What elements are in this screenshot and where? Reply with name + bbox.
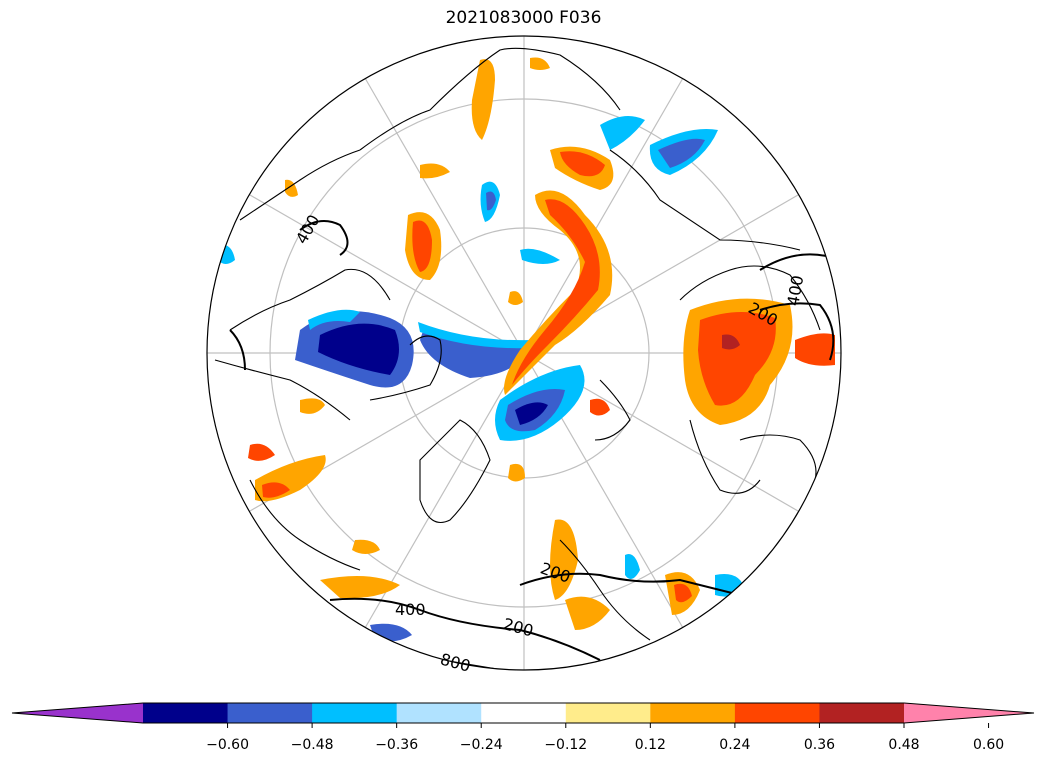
colorbar-tick-label: 0.24	[719, 737, 750, 753]
colorbar-tick-label: −0.36	[375, 737, 418, 753]
colorbar-tick-label: 0.12	[635, 737, 666, 753]
contour-label: 400	[395, 600, 426, 619]
colorbar-tick-label: −0.48	[291, 737, 334, 753]
colorbar-outline	[11, 702, 1035, 724]
map-disk	[207, 36, 841, 670]
colorbar: −0.60 −0.48 −0.36 −0.24 −0.12 0.12 0.24 0.36 0.4…	[11, 702, 1035, 753]
colorbar-tick-label: 0.48	[888, 737, 919, 753]
colorbar-extend-high	[904, 703, 1034, 723]
map-title: 2021083000 F036	[445, 8, 602, 28]
colorbar-tick-label: −0.60	[206, 737, 249, 753]
colorbar-segment	[565, 703, 651, 723]
colorbar-tick-label: 0.36	[804, 737, 835, 753]
colorbar-extend-low	[12, 703, 143, 723]
coastlines	[214, 47, 821, 641]
colorbar-segment	[227, 703, 313, 723]
colorbar-tick-label: −0.12	[544, 737, 587, 753]
colorbar-segment	[734, 703, 820, 723]
anomaly-fills	[218, 57, 835, 642]
colorbar-segment	[481, 703, 567, 723]
colorbar-segment	[396, 703, 482, 723]
colorbar-tick-label: −0.24	[460, 737, 503, 753]
colorbar-segment	[143, 703, 229, 723]
colorbar-segment	[650, 703, 736, 723]
colorbar-segment	[819, 703, 905, 723]
map-boundary	[206, 35, 842, 671]
colorbar-tick-label: 0.60	[973, 737, 1004, 753]
colorbar-segment	[312, 703, 398, 723]
